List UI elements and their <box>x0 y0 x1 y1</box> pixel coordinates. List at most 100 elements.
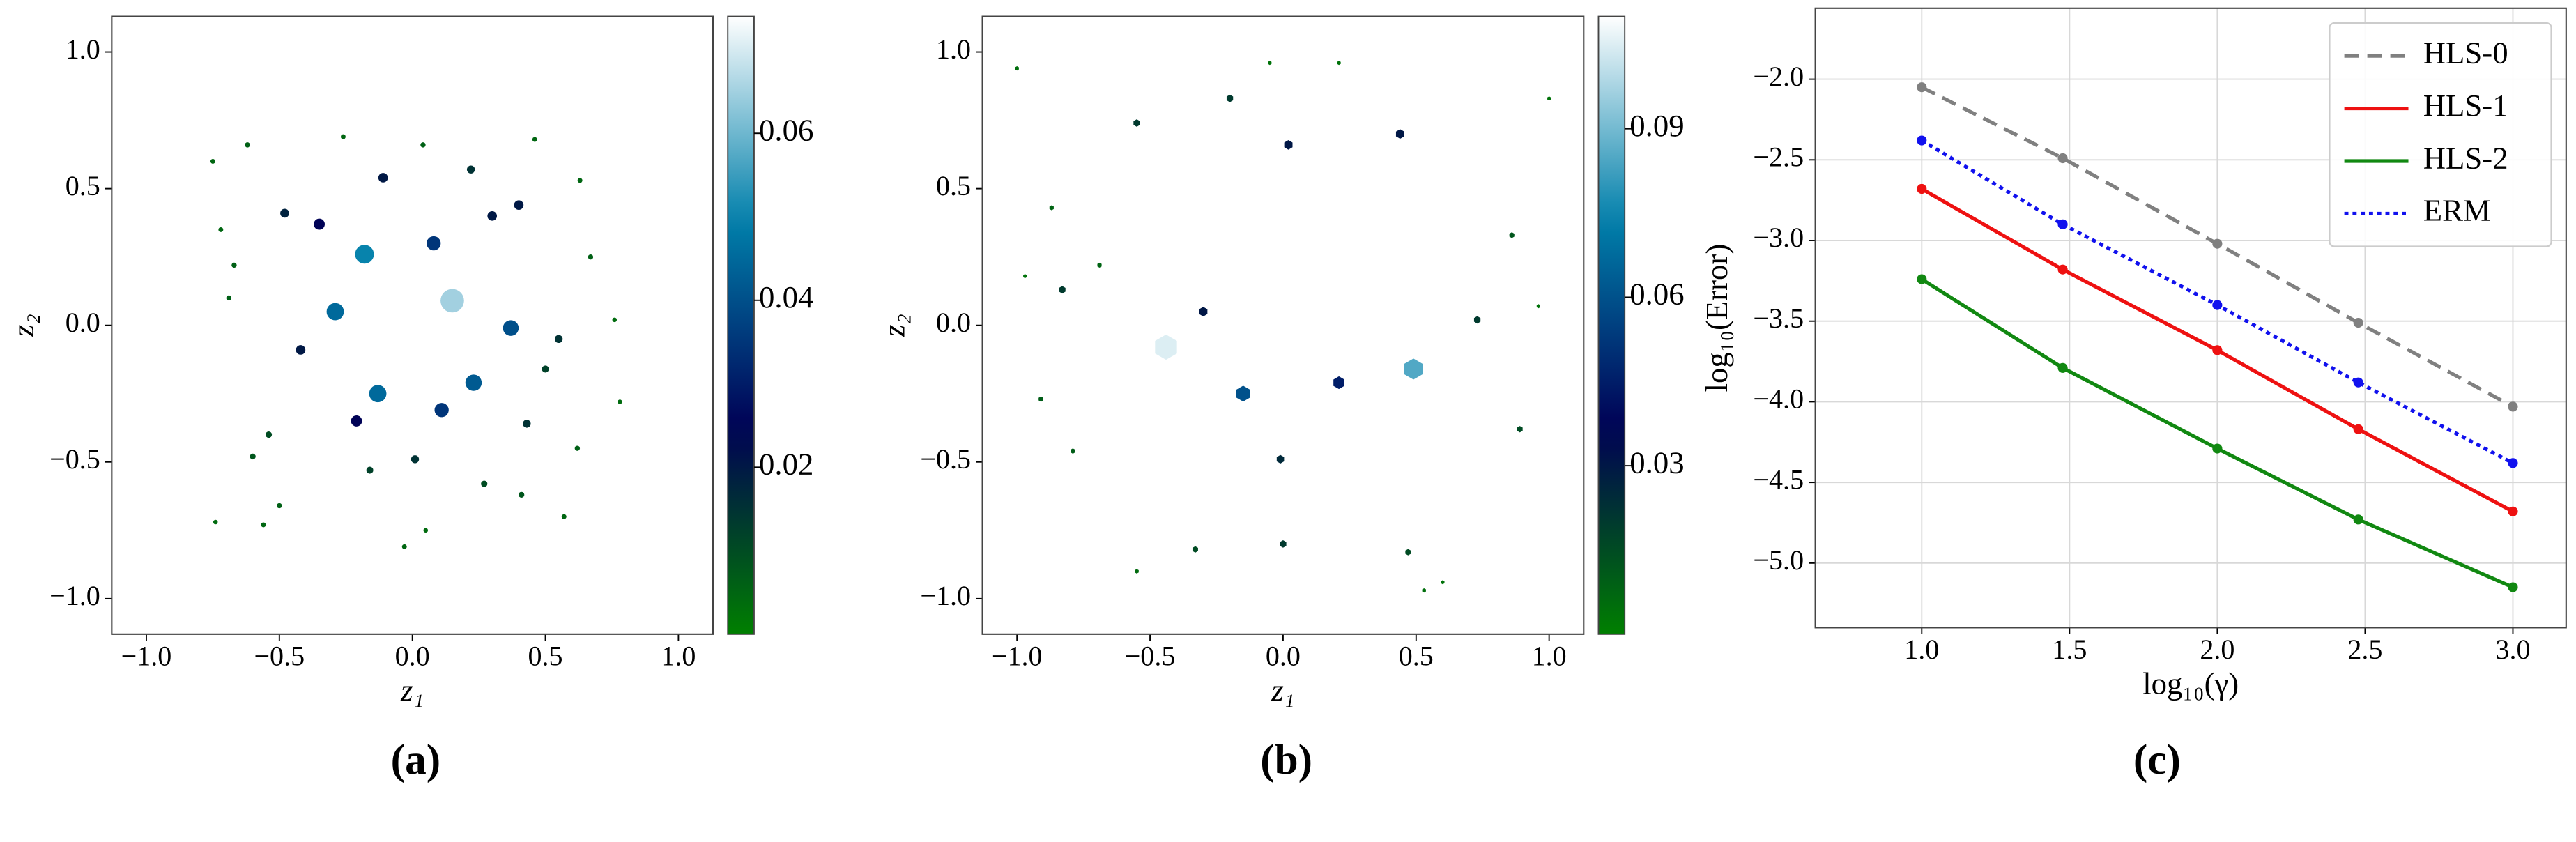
x-tick-label: 2.0 <box>2200 634 2234 665</box>
point <box>1404 358 1423 380</box>
point <box>1276 454 1285 464</box>
point <box>618 399 622 404</box>
scatter-points <box>1015 61 1551 593</box>
y-tick-label: −3.0 <box>1753 222 1804 253</box>
series-point <box>2212 345 2223 355</box>
series-point <box>1917 135 1927 146</box>
point <box>440 289 464 313</box>
point <box>574 445 581 451</box>
point <box>250 453 256 460</box>
x-axis-label: z₁ <box>400 673 424 707</box>
legend-label: HLS-1 <box>2423 88 2508 123</box>
series-point <box>2212 238 2223 249</box>
y-tick-label: −2.5 <box>1753 141 1804 173</box>
point <box>1023 274 1027 279</box>
point <box>1280 540 1287 548</box>
point <box>1155 334 1177 360</box>
axes-frame <box>981 15 1585 635</box>
y-tick-label: −3.5 <box>1753 303 1804 334</box>
series-point <box>2353 377 2363 388</box>
y-tick-label: 0.0 <box>66 307 100 338</box>
series-point <box>2508 582 2518 592</box>
point <box>561 514 567 519</box>
point <box>465 374 482 391</box>
point <box>427 236 441 251</box>
x-tick-label: 3.0 <box>2495 634 2530 665</box>
x-tick-label: −0.5 <box>1125 640 1176 671</box>
point <box>423 528 429 533</box>
x-tick-label: 0.0 <box>395 640 430 671</box>
point <box>340 134 346 139</box>
series-point <box>2057 264 2068 275</box>
x-axis-label: log₁₀(γ) <box>2142 666 2239 701</box>
series-point <box>2508 506 2518 516</box>
point <box>401 544 407 549</box>
point <box>1473 316 1481 324</box>
legend-box <box>2329 22 2552 247</box>
point <box>1337 61 1341 66</box>
x-tick-label: −0.5 <box>254 640 305 671</box>
scatter-points <box>210 134 622 549</box>
x-tick-label: 1.0 <box>1532 640 1567 671</box>
x-tick-label: 0.5 <box>528 640 563 671</box>
point <box>1015 66 1019 71</box>
colorbar-tick-label: 0.04 <box>759 280 813 314</box>
point <box>326 303 344 321</box>
point <box>1192 546 1198 553</box>
point <box>434 403 449 418</box>
panel-caption: (a) <box>391 736 440 783</box>
series-point <box>1917 183 1927 194</box>
point <box>245 142 250 148</box>
axes-frame <box>111 15 714 635</box>
axes-frame <box>1814 7 2567 629</box>
point <box>1038 396 1043 402</box>
point <box>1133 119 1140 127</box>
point <box>1395 129 1404 139</box>
point <box>487 211 498 221</box>
x-tick-label: 1.0 <box>1904 634 1939 665</box>
point <box>519 491 525 498</box>
y-tick-label: −5.0 <box>1753 544 1804 576</box>
series-point <box>2212 300 2223 310</box>
point <box>1071 448 1075 454</box>
y-tick-label: 0.5 <box>936 170 971 201</box>
point <box>1547 96 1551 101</box>
x-axis-label: z₁ <box>1271 673 1294 707</box>
point <box>523 420 531 428</box>
point <box>231 262 237 268</box>
point <box>277 503 282 509</box>
point <box>1333 376 1344 390</box>
point <box>1049 205 1054 210</box>
series-point <box>2057 153 2068 164</box>
panel-caption: (c) <box>2133 736 2181 783</box>
point <box>612 317 618 323</box>
point <box>1509 232 1515 238</box>
point <box>1284 140 1293 150</box>
point <box>1135 569 1139 574</box>
colorbar-tick-label: 0.03 <box>1630 445 1684 480</box>
panel-caption: (b) <box>1260 736 1312 783</box>
point <box>532 137 537 142</box>
series-point <box>2212 443 2223 454</box>
point <box>314 218 325 230</box>
y-tick-label: 0.5 <box>66 170 100 201</box>
y-axis-label: log₁₀(Error) <box>1699 244 1734 392</box>
point <box>1536 304 1540 309</box>
point <box>1441 580 1445 585</box>
point <box>1517 426 1523 433</box>
y-tick-label: −0.5 <box>920 443 971 475</box>
legend-label: HLS-2 <box>2423 140 2508 175</box>
y-tick-label: 1.0 <box>936 33 971 65</box>
point <box>420 142 426 148</box>
point <box>296 345 306 355</box>
point <box>577 178 583 183</box>
point <box>1059 286 1066 294</box>
x-tick-label: 1.0 <box>661 640 696 671</box>
colorbar-tick-label: 0.02 <box>759 447 813 482</box>
y-tick-label: −0.5 <box>49 443 100 475</box>
series-point <box>1917 274 1927 284</box>
point <box>378 173 388 183</box>
point <box>280 208 289 218</box>
colorbar-tick-label: 0.06 <box>759 113 813 148</box>
